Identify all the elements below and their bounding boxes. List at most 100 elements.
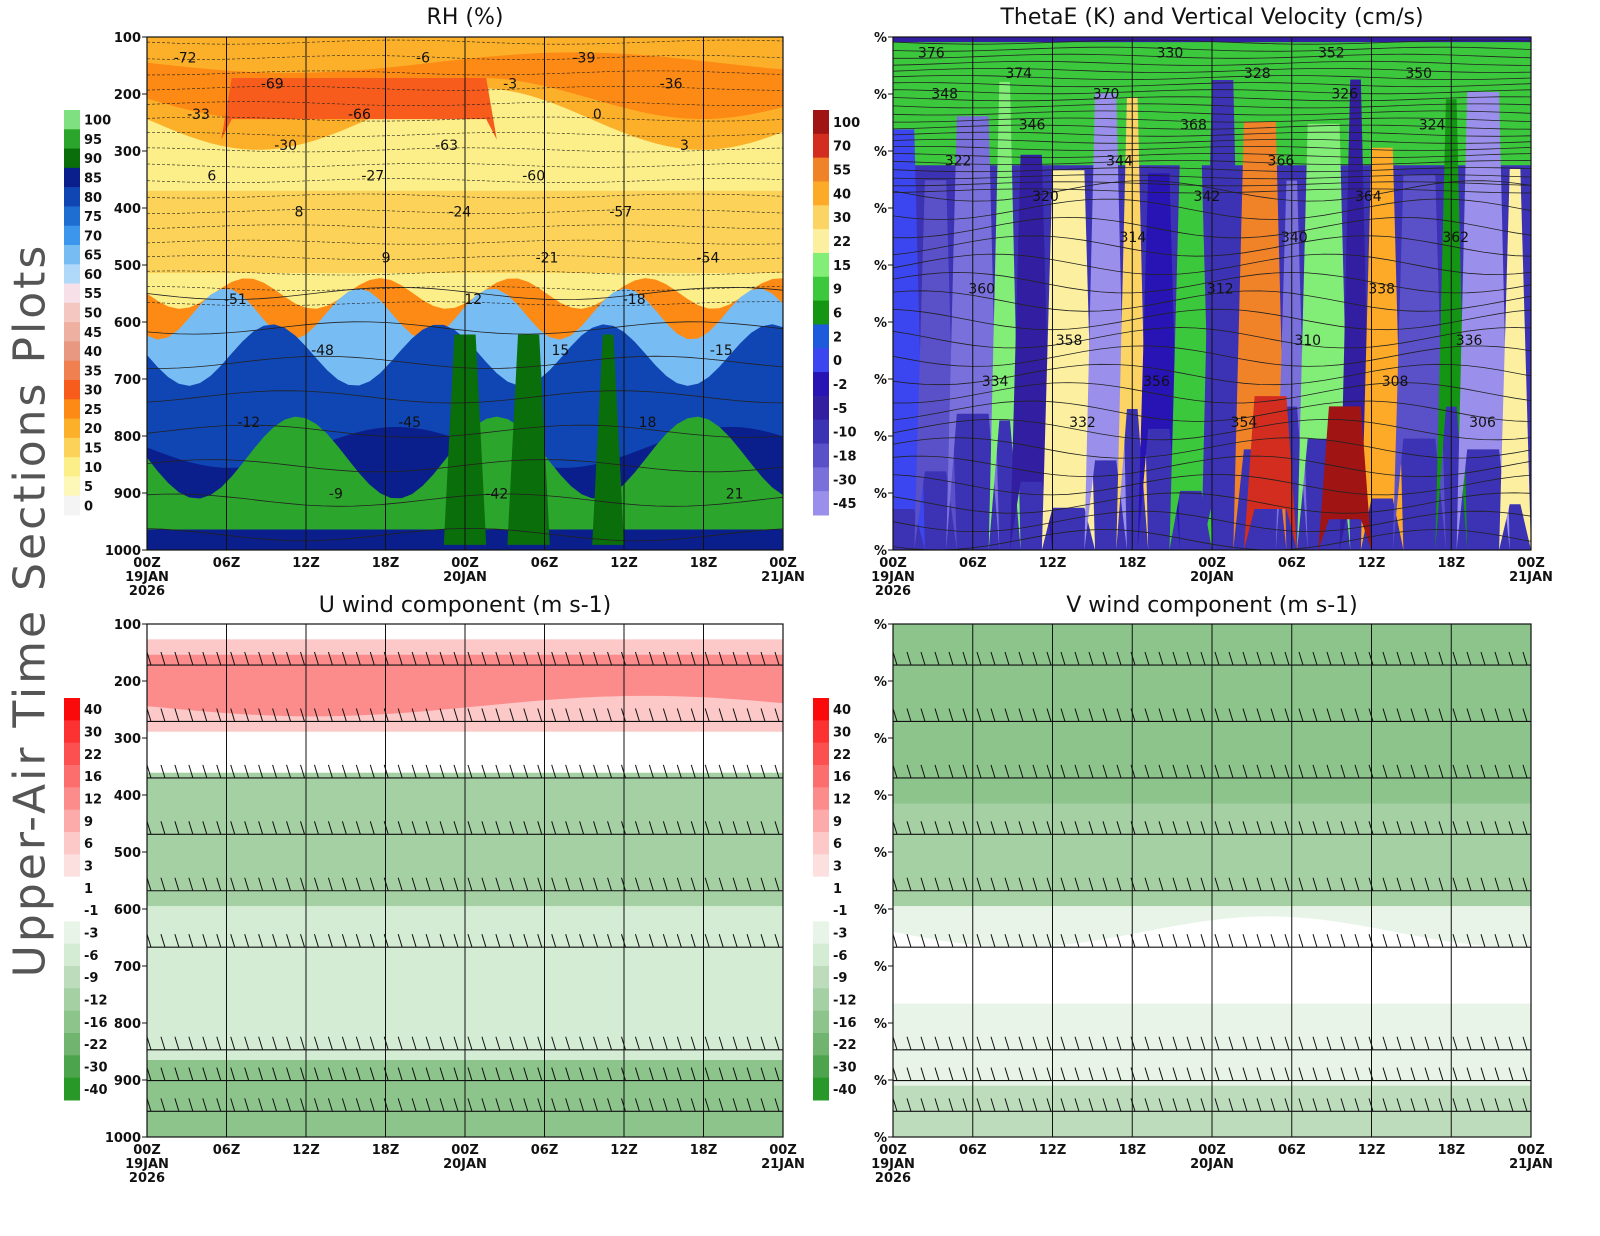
colorbar-swatch-7: [813, 854, 829, 878]
wind-barb-1-15: [1102, 708, 1108, 722]
colorbar-label-3: 40: [833, 187, 851, 202]
wind-barb-2-14: [1088, 764, 1094, 779]
wind-barb-0-0: [893, 651, 898, 666]
wind-barb-0-40: [704, 651, 710, 666]
wind-barb-1-40: [1452, 708, 1458, 722]
wind-barb-0-40: [1452, 651, 1458, 666]
wind-barb-2-8: [258, 764, 264, 779]
wind-barb-6-29: [1298, 1036, 1304, 1050]
wind-barb-3-32: [1340, 821, 1346, 835]
wind-barb-1-26: [1256, 708, 1262, 722]
wind-barb-8-4: [948, 1098, 954, 1112]
thetae-band-column-4: [893, 154, 1531, 550]
colorbar-swatch-11: [64, 322, 80, 342]
wind-barb-5-18: [1144, 934, 1150, 948]
colorbar-swatch-10: [64, 921, 80, 945]
wind-barb-2-0: [893, 764, 898, 779]
wind-barb-1-22: [1200, 708, 1206, 722]
wind-barb-3-23: [1214, 821, 1220, 835]
wind-barb-1-31: [579, 708, 585, 722]
wind-barb-7-39: [1438, 1067, 1444, 1081]
x-tick-0: 00Z: [879, 556, 907, 571]
contour-label-30: 310: [1294, 333, 1321, 349]
wind-barb-4-7: [990, 877, 996, 891]
contour-label-29: 12: [464, 292, 482, 308]
wind-barb-5-28: [1284, 934, 1290, 948]
contour-label-3: 368: [1180, 117, 1207, 133]
contour-label-32: 21: [726, 487, 744, 503]
wind-barb-2-5: [962, 764, 968, 779]
wind-barb-4-27: [523, 877, 529, 891]
wind-barb-5-17: [1130, 934, 1136, 948]
wind-barb-1-12: [313, 708, 319, 722]
wind-barb-3-2: [174, 821, 180, 835]
wind-barb-7-27: [523, 1067, 529, 1081]
wind-barb-4-10: [286, 877, 292, 891]
wind-barb-5-27: [523, 934, 529, 948]
contour-label-10: -42: [485, 487, 508, 503]
colorbar-swatch-15: [64, 399, 80, 420]
wind-barb-3-40: [1452, 821, 1458, 835]
colorbar-swatch-9: [64, 283, 80, 304]
wind-barb-2-5: [216, 764, 222, 779]
wind-barb-6-9: [1018, 1036, 1024, 1050]
wind-barb-6-18: [1144, 1036, 1150, 1050]
wind-barb-5-10: [286, 934, 292, 948]
wind-barb-1-8: [258, 708, 264, 722]
wind-barb-4-38: [1424, 877, 1430, 891]
wind-barb-3-10: [286, 821, 292, 835]
colorbar-swatch-10: [813, 921, 829, 945]
x-tick-4: 00Z: [451, 1143, 479, 1158]
wind-barb-0-31: [579, 651, 585, 666]
wind-barb-8-3: [188, 1098, 194, 1112]
wind-barb-8-8: [258, 1098, 264, 1112]
wind-barb-2-42: [1480, 764, 1486, 779]
wind-barb-4-30: [565, 877, 571, 891]
colorbar-swatch-14: [64, 1010, 80, 1034]
contour-line-10: [147, 193, 783, 199]
wind-barb-2-23: [467, 764, 473, 779]
wind-barb-0-11: [1046, 651, 1052, 666]
contour-line-8: [147, 162, 783, 168]
wind-barb-0-38: [1424, 651, 1430, 666]
wind-barb-6-19: [1158, 1036, 1164, 1050]
y-tick-2: 300: [114, 145, 141, 160]
colorbar-swatch-8: [64, 264, 80, 285]
wind-barb-7-15: [355, 1067, 361, 1081]
y-tick-9: %: [874, 544, 887, 559]
wind-barb-6-24: [481, 1036, 487, 1050]
wind-barb-5-22: [1200, 934, 1206, 948]
wind-barb-5-21: [1186, 934, 1192, 948]
colorbar-label-7: 3: [84, 860, 93, 875]
x-tick-2: 12Z: [1039, 556, 1067, 571]
colorbar-label-20: 0: [84, 499, 93, 514]
wind-barb-7-38: [1424, 1067, 1430, 1081]
wind-barb-7-5: [216, 1067, 222, 1081]
wind-barb-5-6: [976, 934, 982, 948]
wind-barb-7-3: [934, 1067, 940, 1081]
contour-label-8: 358: [1056, 333, 1083, 349]
contour-label-7: 360: [968, 282, 995, 298]
wind-barb-7-7: [244, 1067, 250, 1081]
colorbar-label-11: -6: [833, 949, 847, 964]
wind-barb-0-11: [300, 651, 305, 666]
wind-barb-6-10: [1032, 1036, 1038, 1050]
wind-barb-2-1: [906, 764, 912, 779]
wind-barb-2-18: [397, 764, 403, 779]
x-tick-8: 00Z: [1517, 1143, 1545, 1158]
wind-barb-4-35: [1382, 877, 1388, 891]
colorbar-swatch-8: [64, 876, 80, 900]
thetae-band-column-16: [893, 174, 1531, 550]
wind-barb-1-29: [551, 708, 557, 722]
wind-barb-1-27: [523, 708, 529, 722]
wind-barb-4-31: [579, 877, 585, 891]
wind-barb-6-27: [1270, 1036, 1276, 1050]
wind-barb-4-4: [202, 877, 208, 891]
wind-barb-8-29: [1298, 1098, 1304, 1112]
wind-barb-6-15: [355, 1036, 361, 1050]
colorbar-swatch-13: [813, 988, 829, 1012]
wind-barb-5-0: [893, 934, 898, 948]
colorbar-swatch-10: [64, 302, 80, 323]
wind-barb-3-6: [976, 821, 982, 835]
wind-barb-7-30: [565, 1067, 571, 1081]
